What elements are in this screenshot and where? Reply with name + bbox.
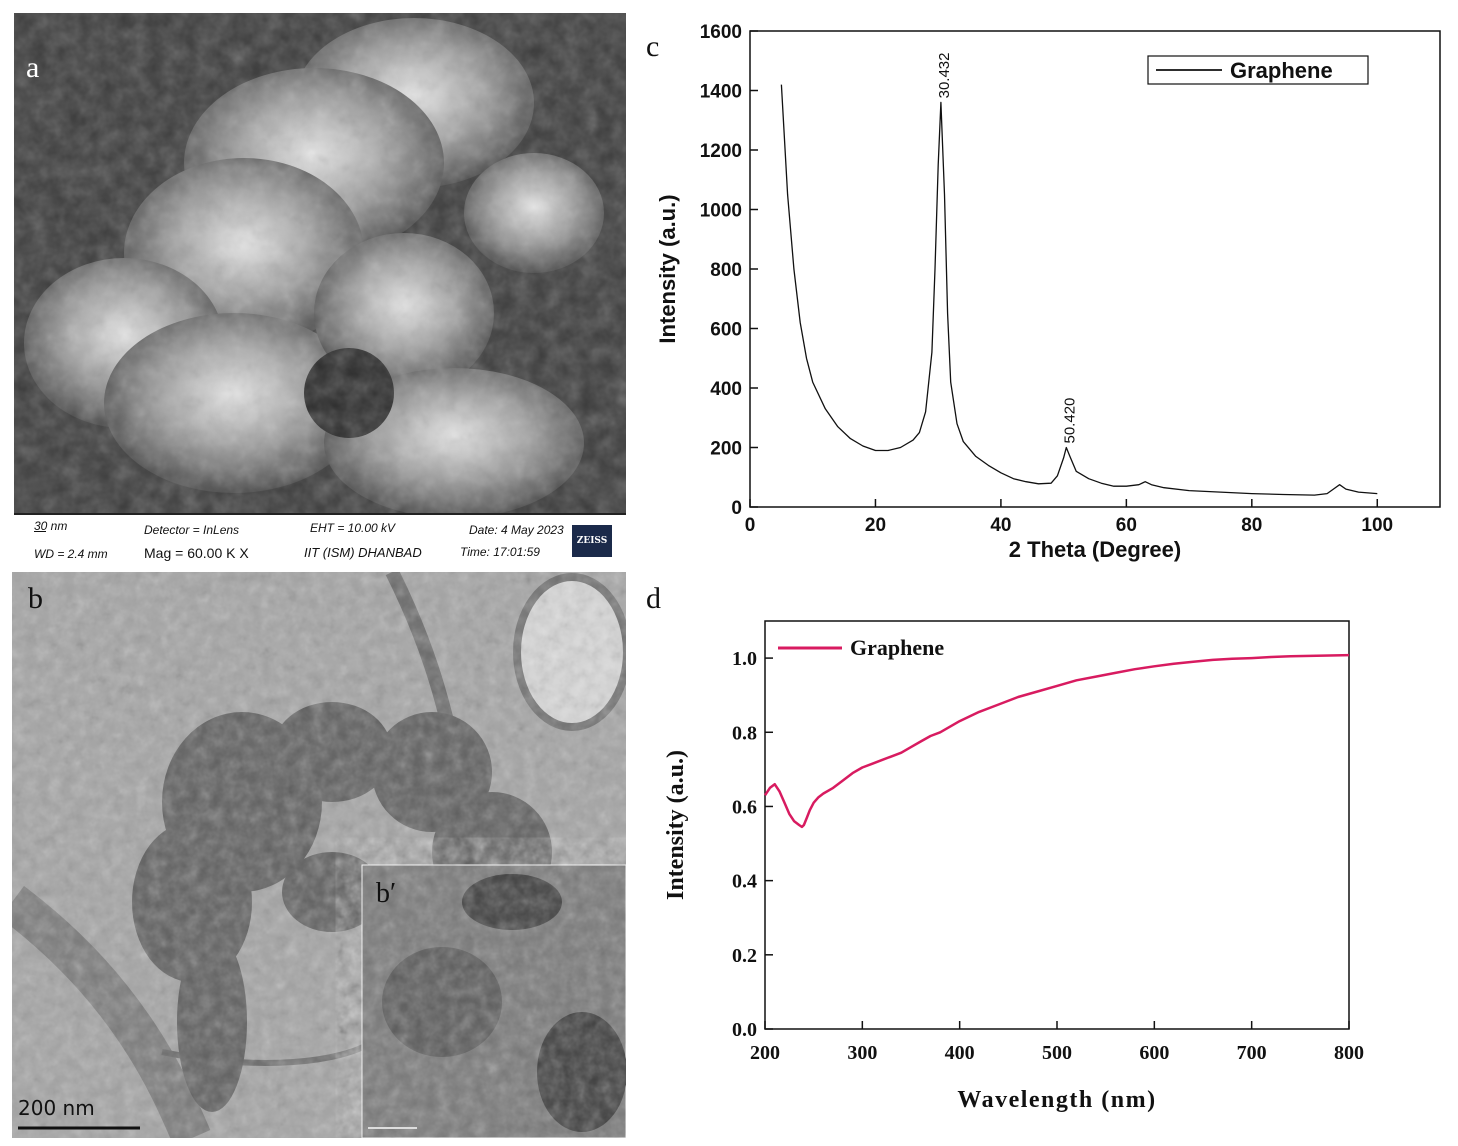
y-tick-label: 1.0 [732, 648, 757, 670]
sem-working-distance: WD = 2.4 mm [34, 547, 108, 561]
x-tick-label: 300 [847, 1042, 877, 1064]
y-tick-label: 0.2 [732, 945, 757, 967]
legend-label: Graphene [850, 635, 944, 660]
sem-institution: IIT (ISM) DHANBAD [304, 545, 422, 560]
sem-scale-bar [34, 531, 46, 532]
zeiss-logo: ZEISS [572, 525, 612, 557]
y-tick-label: 0.0 [732, 1019, 757, 1041]
peak-annotation: 30.432 [936, 53, 953, 99]
y-tick-label: 800 [710, 260, 742, 281]
tem-scale-bar-label: 200 nm [18, 1096, 95, 1120]
y-axis-label: Intensity (a.u.) [655, 194, 680, 343]
y-axis-label: Intensity (a.u.) [663, 750, 689, 900]
plot-frame [764, 620, 1350, 1030]
x-axis-label: 2 Theta (Degree) [1009, 537, 1181, 562]
y-tick-label: 600 [710, 320, 742, 341]
series-line-graphene [763, 653, 1350, 829]
panel-label-d: d [646, 582, 661, 615]
sem-eht: EHT = 10.00 kV [310, 521, 396, 535]
sem-scale-bar-label: 30 nm [34, 519, 68, 533]
x-tick-label: 80 [1241, 515, 1262, 536]
series-line-graphene [780, 84, 1378, 496]
y-tick-label: 0 [731, 498, 742, 519]
x-tick-label: 60 [1116, 515, 1137, 536]
y-tick-label: 200 [710, 439, 742, 460]
x-tick-label: 20 [865, 515, 886, 536]
x-tick-label: 100 [1361, 515, 1393, 536]
y-tick-label: 1200 [700, 141, 742, 162]
y-tick-label: 1400 [700, 82, 742, 103]
sem-info-bar: 30 nm WD = 2.4 mm Detector = InLens Mag … [14, 513, 626, 566]
sem-detector: Detector = InLens [144, 523, 240, 537]
tem-image-panel: b b′ 200 nm [12, 572, 626, 1138]
y-tick-label: 1000 [700, 201, 742, 222]
panel-label-b-prime: b′ [376, 878, 397, 909]
x-axis-label: Wavelength (nm) [957, 1087, 1156, 1113]
y-tick-label: 1600 [700, 22, 742, 43]
sem-time: Time: 17:01:59 [460, 545, 540, 559]
y-tick-label: 0.6 [732, 796, 757, 818]
x-tick-label: 600 [1139, 1042, 1169, 1064]
sem-image-panel: a 30 nm WD = 2.4 mm Detector = InLens Ma… [14, 13, 626, 566]
y-tick-label: 400 [710, 379, 742, 400]
legend-label: Graphene [1230, 58, 1333, 83]
peak-annotation: 50.420 [1061, 398, 1078, 444]
x-tick-label: 500 [1042, 1042, 1072, 1064]
panel-label-a: a [26, 51, 40, 84]
sem-magnification: Mag = 60.00 K X [144, 545, 249, 561]
plot-frame [749, 30, 1441, 508]
x-tick-label: 0 [745, 515, 756, 536]
sem-date: Date: 4 May 2023 [469, 523, 564, 537]
panel-label-c: c [646, 30, 660, 63]
sem-micrograph [14, 13, 626, 513]
tem-micrograph [12, 572, 626, 1138]
x-tick-label: 700 [1237, 1042, 1267, 1064]
x-tick-label: 800 [1334, 1042, 1364, 1064]
xrd-chart: 0 20 40 60 80 1000200400600800100012001400160… [655, 22, 1441, 562]
x-tick-label: 200 [750, 1042, 780, 1064]
x-tick-label: 400 [945, 1042, 975, 1064]
x-tick-label: 40 [990, 515, 1011, 536]
y-tick-label: 0.4 [732, 871, 757, 893]
y-tick-label: 0.8 [732, 722, 757, 744]
uvvis-chart: 200 300 400 500 600 700 800 0.0 0.2 0.4 0.6 0.8 1.0 W… [663, 620, 1364, 1113]
panel-label-b: b [28, 582, 43, 615]
